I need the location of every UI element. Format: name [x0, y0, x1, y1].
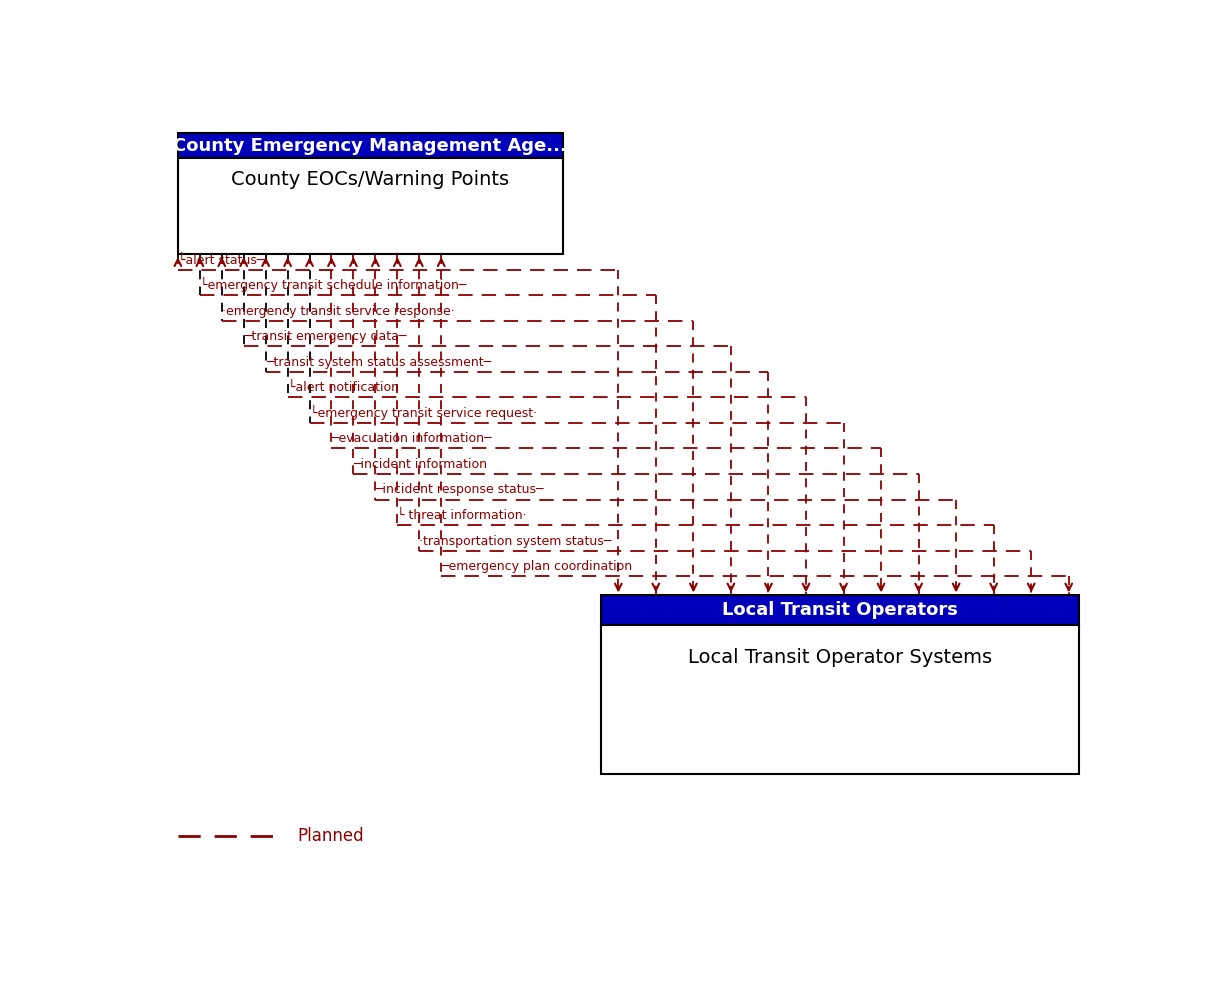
Text: ─incident response status─: ─incident response status─ — [375, 483, 544, 496]
Bar — [602, 624, 1079, 774]
Text: Local Transit Operators: Local Transit Operators — [722, 601, 958, 619]
Text: └alert notification: └alert notification — [288, 381, 402, 394]
Text: ─evacuation information─: ─evacuation information─ — [331, 432, 492, 445]
Text: └ threat information·: └ threat information· — [397, 509, 527, 522]
Text: └emergency transit service request·: └emergency transit service request· — [309, 404, 537, 420]
Text: ─incident information: ─incident information — [353, 458, 492, 471]
Text: ·transportation system status─: ·transportation system status─ — [419, 535, 612, 548]
Text: ─transit emergency data─: ─transit emergency data─ — [244, 331, 406, 344]
Text: County Emergency Management Age...: County Emergency Management Age... — [173, 136, 568, 154]
Text: ─emergency plan coordination: ─emergency plan coordination — [441, 560, 636, 573]
Bar — [178, 158, 563, 254]
Bar — [602, 596, 1079, 624]
Text: └emergency transit schedule information─: └emergency transit schedule information─ — [200, 277, 466, 292]
Text: Local Transit Operator Systems: Local Transit Operator Systems — [688, 648, 992, 667]
Text: ·emergency transit service response·: ·emergency transit service response· — [222, 305, 455, 318]
Text: Planned: Planned — [297, 827, 364, 845]
Text: └alert status─: └alert status─ — [178, 254, 265, 267]
Text: ─transit system status assessment─: ─transit system status assessment─ — [266, 356, 490, 369]
Bar — [178, 133, 563, 158]
Text: County EOCs/Warning Points: County EOCs/Warning Points — [232, 169, 510, 188]
